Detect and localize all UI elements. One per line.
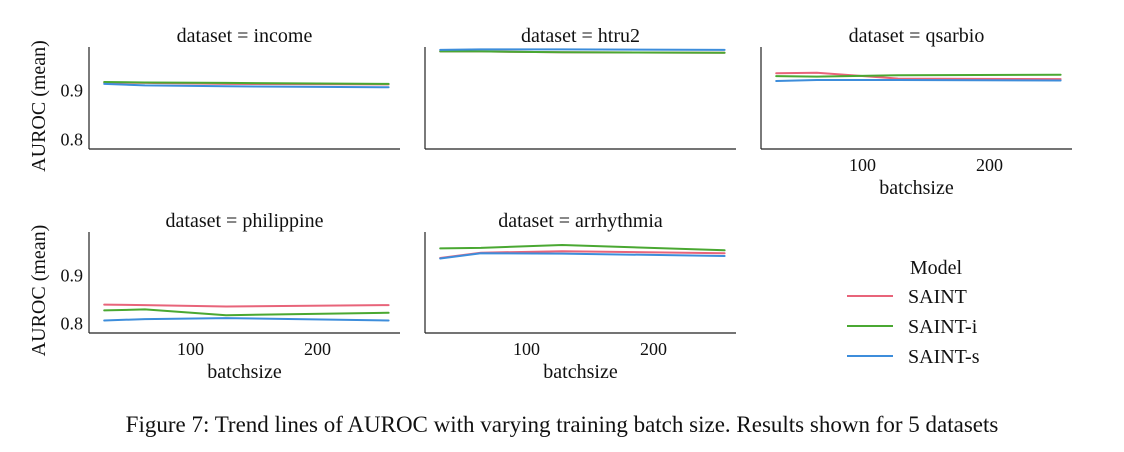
legend-title: Model [910, 257, 963, 279]
panel-4-xlabel: batchsize [207, 361, 282, 383]
panel-4-ylabel: AUROC (mean) [28, 225, 50, 357]
panel-4-ytick-label: 0.9 [61, 265, 84, 285]
legend-label-saint-s: SAINT-s [908, 346, 980, 368]
panel-3-xlabel: batchsize [879, 177, 954, 199]
panel-3-xtick-label: 200 [976, 155, 1003, 175]
panel-4-line-saint [103, 303, 390, 308]
panel-5-xtick-label: 200 [640, 339, 667, 359]
legend-label-saint-i: SAINT-i [908, 316, 978, 338]
panel-1-line-saint-s [103, 82, 390, 89]
facet-grid: dataset = income 0.8 0.9 AUROC (mean) datase… [28, 25, 1072, 383]
panel-3-title: dataset = qsarbio [849, 25, 985, 47]
panel-3-line-saint-s [775, 79, 1062, 82]
legend-label-saint: SAINT [908, 286, 967, 308]
panel-1-ytick-label: 0.8 [61, 129, 84, 149]
panel-5-line-saint-i [439, 244, 726, 252]
panel-5-xlabel: batchsize [543, 361, 618, 383]
panel-5-title: dataset = arrhythmia [498, 210, 663, 232]
panel-5-line-saint-s [439, 252, 726, 260]
panel-4-line-saint-i [103, 308, 390, 317]
panel-2-title: dataset = htru2 [521, 25, 640, 47]
panel-4-line-saint-s [103, 317, 390, 322]
panel-5-xtick-label: 100 [513, 339, 540, 359]
panel-2-line-saint-i [439, 50, 726, 54]
panel-3-xtick-label: 100 [849, 155, 876, 175]
panel-1-ytick-label: 0.9 [61, 81, 84, 101]
panel-3-line-saint-i [775, 73, 1062, 78]
panel-4-title: dataset = philippine [166, 210, 324, 232]
panel-4-xtick-label: 100 [177, 339, 204, 359]
panel-4-ytick-label: 0.8 [61, 313, 84, 333]
panel-1-ylabel: AUROC (mean) [28, 40, 50, 172]
panel-1-title: dataset = income [177, 25, 313, 47]
panel-1-line-saint-i [103, 81, 390, 85]
panel-4-xtick-label: 200 [304, 339, 331, 359]
figure-caption: Figure 7: Trend lines of AUROC with vary… [125, 412, 999, 437]
panel-2-line-saint-s [439, 48, 726, 51]
